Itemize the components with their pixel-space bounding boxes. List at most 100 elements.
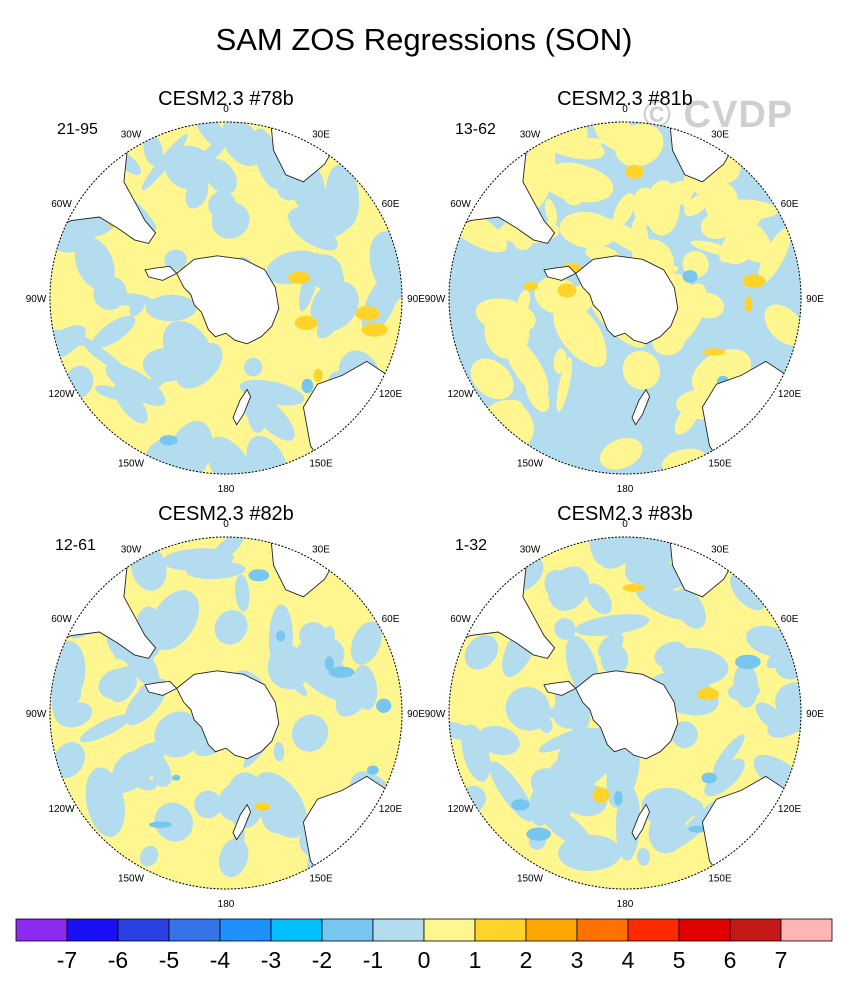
field-patch [764, 304, 801, 346]
longitude-label: 150E [309, 459, 333, 470]
field-anomaly [301, 378, 314, 394]
field-patch [599, 437, 643, 470]
field-patch [575, 614, 650, 636]
longitude-label: 0 [622, 519, 628, 530]
colorbar-label: -4 [210, 947, 231, 973]
field-patch [547, 162, 599, 193]
colorbar-swatch [168, 918, 221, 942]
colorbar-swatch [321, 918, 374, 942]
field-patch [713, 734, 745, 774]
field-anomaly [254, 802, 271, 811]
longitude-label: 180 [617, 899, 634, 910]
field-patch [91, 315, 136, 349]
longitude-label: 60E [382, 199, 400, 210]
field-patch [464, 634, 499, 670]
field-patch [205, 158, 237, 195]
longitude-label: 30E [312, 545, 330, 556]
field-patch [52, 742, 86, 779]
panel-years-1: 21-95 [57, 121, 98, 138]
landmass [176, 255, 280, 345]
field-anomaly [688, 825, 708, 833]
field-patch [556, 357, 573, 412]
main-title: SAM ZOS Regressions (SON) [215, 22, 633, 57]
map-boundary [448, 121, 802, 475]
longitude-label: 30W [121, 545, 142, 556]
panel-years-2: 13-62 [455, 121, 496, 138]
longitude-label: 0 [223, 519, 229, 530]
colorbar-swatch [678, 918, 731, 942]
longitude-label: 0 [622, 104, 628, 115]
field-patch [553, 348, 567, 374]
field-patch [85, 767, 125, 837]
field-patch [214, 609, 248, 645]
field-anomaly [697, 687, 719, 701]
field-anomaly [742, 274, 766, 289]
longitude-label: 120W [447, 389, 474, 400]
field-patch [520, 137, 556, 211]
landmass [575, 255, 679, 345]
field-patch [613, 193, 636, 228]
colorbar-swatch [66, 918, 119, 942]
field-patch [273, 742, 285, 762]
field-anomaly [682, 270, 698, 283]
longitude-label: 150W [118, 874, 145, 885]
field-patch [185, 177, 209, 209]
landmass [631, 803, 651, 841]
colorbar-swatch [729, 918, 782, 942]
field-patch [561, 581, 579, 599]
field-patch [684, 193, 710, 217]
field-patch [116, 754, 151, 788]
longitude-label: 90W [26, 709, 47, 720]
panel-title-2: CESM2.3 #81b [557, 88, 693, 110]
field-patch [246, 435, 289, 474]
field-patch [470, 358, 514, 400]
longitude-label: 30E [711, 545, 729, 556]
longitude-label: 30E [312, 130, 330, 141]
field-patch [655, 180, 695, 210]
longitude-label: 120E [379, 389, 403, 400]
field-anomaly [288, 271, 311, 284]
field-patch [243, 357, 263, 377]
field-patch [746, 625, 793, 657]
field-anomaly [159, 435, 178, 446]
field-patch [538, 716, 553, 733]
field-anomaly [367, 765, 379, 775]
longitude-label: 90W [425, 709, 446, 720]
field-anomaly [526, 827, 551, 841]
field-patch [105, 363, 166, 406]
field-patch [194, 790, 222, 819]
landmass [176, 670, 280, 760]
panel-title-3: CESM2.3 #82b [158, 503, 294, 525]
field-patch [287, 205, 323, 226]
field-patch [154, 802, 194, 842]
longitude-label: 180 [617, 484, 634, 495]
field-patch [206, 436, 255, 474]
panel-title-1: CESM2.3 #78b [158, 88, 294, 110]
colorbar-label: 7 [775, 947, 788, 973]
field-patch [730, 573, 766, 611]
field-patch [234, 574, 250, 612]
field-patch [723, 215, 773, 263]
longitude-label: 90E [407, 709, 425, 720]
longitude-label: 150W [118, 459, 145, 470]
map-boundary [448, 536, 802, 890]
field-patch [614, 123, 664, 167]
longitude-label: 30E [711, 130, 729, 141]
field-patch [561, 182, 585, 206]
field-anomaly [361, 322, 388, 337]
field-patch [186, 561, 246, 580]
field-anomaly [328, 666, 355, 678]
field-anomaly [294, 315, 318, 330]
longitude-label: 120E [778, 389, 802, 400]
field-patch [139, 845, 159, 867]
colorbar-swatch [372, 918, 425, 942]
field-patch [622, 350, 661, 390]
colorbar-swatch [525, 918, 578, 942]
field-patch [700, 213, 733, 240]
landmass [144, 680, 178, 696]
colorbar-label: 3 [571, 947, 584, 973]
longitude-label: 120W [48, 389, 75, 400]
field-patch [505, 686, 551, 731]
